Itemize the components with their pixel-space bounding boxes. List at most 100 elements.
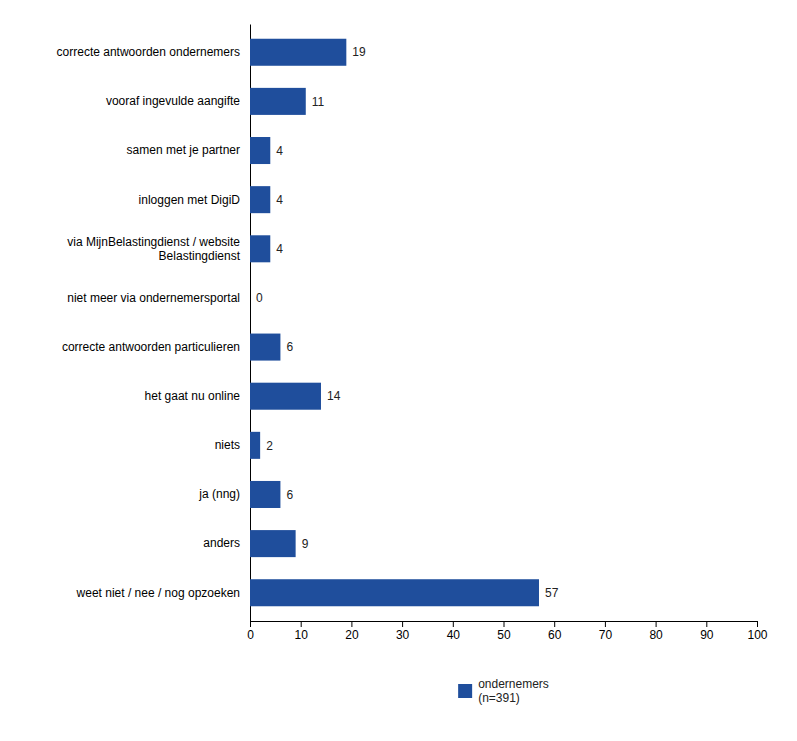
y-tick-label: niets [215, 438, 240, 452]
chart: 0102030405060708090100correcte antwoorde… [0, 0, 797, 741]
text-line: via MijnBelastingdienst / website [67, 235, 240, 249]
x-tick: 60 [548, 621, 562, 642]
data-label: 4 [276, 193, 283, 207]
legend-item: ondernemers(n=391) [458, 677, 549, 705]
x-tick: 20 [345, 621, 359, 642]
x-tick-label: 100 [747, 628, 767, 642]
data-label: 4 [276, 144, 283, 158]
data-labels: 1911444061426957 [256, 45, 559, 599]
x-tick-mark [554, 621, 555, 627]
data-label: 6 [286, 488, 293, 502]
bar [250, 186, 270, 213]
x-tick-mark [453, 621, 454, 627]
y-tick: anders [203, 536, 240, 550]
x-tick: 0 [247, 621, 254, 642]
bar [250, 530, 296, 557]
x-tick-mark [402, 621, 403, 627]
bars [250, 39, 539, 607]
x-tick-label: 10 [295, 628, 309, 642]
x-tick-label: 30 [396, 628, 410, 642]
bar [250, 235, 270, 262]
y-tick: inloggen met DigiD [139, 193, 241, 207]
bar [250, 432, 260, 459]
y-tick: ja (nng) [198, 487, 240, 501]
data-label: 57 [545, 586, 559, 600]
legend-swatch [458, 684, 472, 698]
text-line: inloggen met DigiD [139, 193, 241, 207]
x-axis-line [251, 622, 758, 628]
data-label: 14 [327, 389, 341, 403]
x-tick: 10 [295, 621, 309, 642]
x-tick-label: 60 [548, 628, 562, 642]
y-tick-label: correcte antwoorden particulieren [62, 340, 240, 354]
x-tick: 40 [447, 621, 461, 642]
y-tick: via MijnBelastingdienst / websiteBelasti… [67, 235, 240, 263]
y-tick-label: correcte antwoorden ondernemers [57, 45, 240, 59]
y-tick-label: het gaat nu online [145, 389, 241, 403]
bar [250, 88, 306, 115]
x-tick-mark [504, 621, 505, 627]
bar [250, 579, 539, 606]
y-tick: samen met je partner [127, 143, 240, 157]
text-line: weet niet / nee / nog opzoeken [76, 586, 240, 600]
y-tick: weet niet / nee / nog opzoeken [76, 586, 240, 600]
text-line: correcte antwoorden ondernemers [57, 45, 240, 59]
x-tick-mark [301, 621, 302, 627]
data-label: 6 [286, 340, 293, 354]
text-line: niets [215, 438, 240, 452]
legend-label: ondernemers(n=391) [478, 677, 549, 705]
text-line: ja (nng) [198, 487, 240, 501]
y-tick: correcte antwoorden particulieren [62, 340, 240, 354]
x-tick: 100 [747, 621, 767, 642]
bar [250, 39, 346, 66]
x-axis: 0 10 20 30 40 50 60 70 80 90 100 [247, 621, 768, 642]
y-axis: correcte antwoorden ondernemers vooraf in… [57, 25, 251, 622]
x-tick-mark [706, 621, 707, 627]
y-tick: niets [215, 438, 240, 452]
x-tick: 90 [700, 621, 714, 642]
x-tick-mark [757, 621, 758, 627]
x-tick: 80 [649, 621, 663, 642]
y-tick: correcte antwoorden ondernemers [57, 45, 240, 59]
x-tick-mark [605, 621, 606, 627]
y-tick-label: weet niet / nee / nog opzoeken [76, 586, 240, 600]
bar [250, 284, 251, 311]
y-tick: vooraf ingevulde aangifte [106, 94, 240, 108]
plot: 0102030405060708090100correcte antwoorde… [57, 25, 768, 642]
x-tick-label: 40 [447, 628, 461, 642]
x-tick-mark [656, 621, 657, 627]
y-tick-label: via MijnBelastingdienst / websiteBelasti… [67, 235, 240, 263]
y-tick-label: niet meer via ondernemersportal [67, 291, 240, 305]
bar [250, 137, 270, 164]
text-line: Belastingdienst [159, 249, 241, 263]
x-tick: 50 [497, 621, 511, 642]
text-line: correcte antwoorden particulieren [62, 340, 240, 354]
data-label: 2 [266, 439, 273, 453]
y-tick-label: vooraf ingevulde aangifte [106, 94, 240, 108]
data-label: 9 [302, 537, 309, 551]
text-line: anders [203, 536, 240, 550]
text-line: niet meer via ondernemersportal [67, 291, 240, 305]
x-tick: 30 [396, 621, 410, 642]
y-tick-label: ja (nng) [198, 487, 240, 501]
x-tick: 70 [599, 621, 613, 642]
data-label: 4 [276, 242, 283, 256]
text-line: het gaat nu online [145, 389, 241, 403]
bar [250, 383, 321, 410]
bar [250, 334, 280, 361]
data-label: 0 [256, 291, 263, 305]
x-tick-label: 0 [247, 628, 254, 642]
y-tick: niet meer via ondernemersportal [67, 291, 240, 305]
text-line: vooraf ingevulde aangifte [106, 94, 240, 108]
y-tick-label: anders [203, 536, 240, 550]
y-tick-label: samen met je partner [127, 143, 240, 157]
bar [250, 481, 280, 508]
y-tick: het gaat nu online [145, 389, 241, 403]
text-line: (n=391) [478, 691, 520, 705]
text-line: ondernemers [478, 677, 549, 691]
x-tick-label: 80 [649, 628, 663, 642]
x-tick-label: 20 [345, 628, 359, 642]
data-label: 11 [312, 95, 325, 109]
y-tick-label: inloggen met DigiD [139, 193, 241, 207]
x-tick-label: 50 [497, 628, 511, 642]
